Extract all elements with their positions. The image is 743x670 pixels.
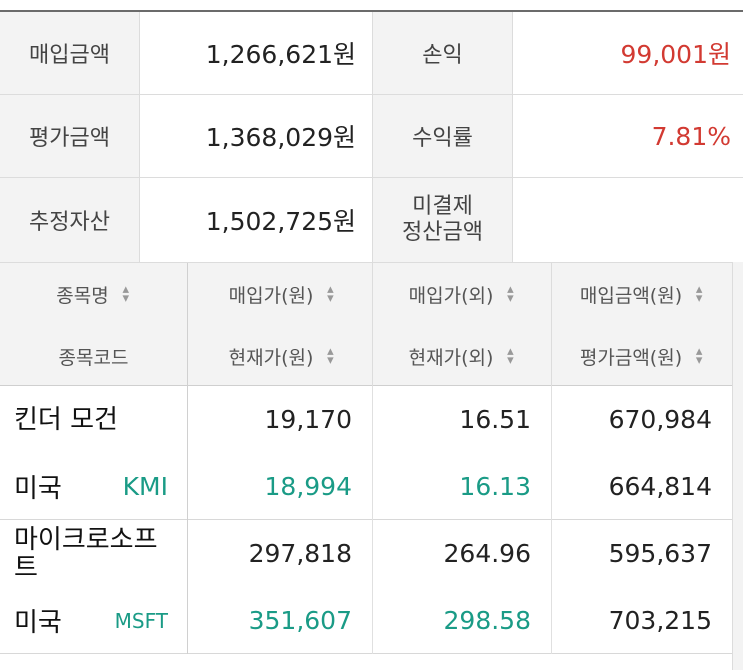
buy-amount: 670,984 bbox=[608, 405, 712, 434]
table-row[interactable]: 킨더 모건 미국 KMI 19,170 18,994 16.51 16.13 6… bbox=[0, 386, 743, 520]
horizontal-scroll-edge[interactable] bbox=[732, 262, 743, 670]
column-divider bbox=[551, 263, 552, 387]
sort-arrows-icon[interactable]: ▴ ▾ bbox=[507, 282, 514, 306]
return-label: 수익률 bbox=[373, 95, 512, 177]
column-header-buy-price-fx[interactable]: 매입가(외) ▴ ▾ bbox=[373, 263, 551, 325]
profit-label: 손익 bbox=[373, 12, 512, 94]
unsettled-value bbox=[512, 178, 743, 262]
buy-price-fx: 16.51 bbox=[459, 405, 531, 434]
column-divider bbox=[551, 386, 552, 654]
holdings-table-header: 종목명 ▴ ▾ 종목코드 매입가(원) ▴ ▾ 현재가(원) ▴ ▾ 매입가(외) ▴… bbox=[0, 262, 743, 387]
table-row[interactable]: 마이크로소프트 미국 MSFT 297,818 351,607 264.96 2… bbox=[0, 520, 743, 654]
column-divider bbox=[372, 263, 373, 387]
sort-arrows-icon[interactable]: ▴ ▾ bbox=[507, 344, 514, 368]
sort-arrows-icon[interactable]: ▴ ▾ bbox=[327, 344, 334, 368]
stock-name[interactable]: 킨더 모건 bbox=[14, 404, 118, 435]
buy-price-krw: 19,170 bbox=[264, 405, 352, 434]
column-header-buy-amount[interactable]: 매입금액(원) ▴ ▾ bbox=[552, 263, 732, 325]
cur-price-krw: 18,994 bbox=[264, 472, 352, 501]
est-assets-value: 1,502,725원 bbox=[139, 178, 373, 262]
column-buy-amount-label: 매입금액(원) bbox=[579, 284, 683, 307]
sort-arrows-icon[interactable]: ▴ ▾ bbox=[327, 282, 334, 306]
column-cur-price-krw-label: 현재가(원) bbox=[228, 346, 314, 369]
buy-amount: 595,637 bbox=[608, 539, 712, 568]
unsettled-label-line2: 정산금액 bbox=[402, 220, 483, 245]
purchase-amount-label: 매입금액 bbox=[0, 12, 139, 94]
column-buy-price-fx-label: 매입가(외) bbox=[408, 284, 494, 307]
unsettled-label: 미결제 정산금액 bbox=[373, 178, 512, 262]
return-value: 7.81% bbox=[512, 95, 743, 177]
stock-name[interactable]: 마이크로소프트 bbox=[14, 524, 158, 583]
column-header-buy-price-krw[interactable]: 매입가(원) ▴ ▾ bbox=[192, 263, 372, 325]
purchase-amount-value: 1,266,621원 bbox=[139, 12, 373, 94]
stock-code: MSFT bbox=[114, 608, 168, 633]
eval-amount: 703,215 bbox=[608, 606, 712, 635]
summary-row-purchase: 매입금액 1,266,621원 손익 99,001원 bbox=[0, 12, 743, 95]
summary-row-assets: 추정자산 1,502,725원 미결제 정산금액 bbox=[0, 178, 743, 262]
stock-code: KMI bbox=[122, 472, 168, 501]
sort-arrows-icon[interactable]: ▴ ▾ bbox=[695, 344, 703, 368]
sort-arrows-icon[interactable]: ▴ ▾ bbox=[122, 282, 129, 306]
column-header-eval-amount[interactable]: 평가금액(원) ▴ ▾ bbox=[552, 325, 732, 387]
sort-arrows-icon[interactable]: ▴ ▾ bbox=[695, 282, 703, 306]
column-buy-price-krw-label: 매입가(원) bbox=[228, 284, 314, 307]
cur-price-fx: 298.58 bbox=[443, 606, 531, 635]
eval-amount-value: 1,368,029원 bbox=[139, 95, 373, 177]
cur-price-krw: 351,607 bbox=[248, 606, 352, 635]
column-header-code[interactable]: 종목코드 bbox=[0, 325, 187, 387]
buy-price-krw: 297,818 bbox=[248, 539, 352, 568]
column-header-cur-price-fx[interactable]: 현재가(외) ▴ ▾ bbox=[373, 325, 551, 387]
eval-amount-label: 평가금액 bbox=[0, 95, 139, 177]
stock-country: 미국 bbox=[14, 608, 62, 638]
cur-price-fx: 16.13 bbox=[459, 472, 531, 501]
column-header-name[interactable]: 종목명 ▴ ▾ bbox=[0, 263, 187, 325]
top-divider bbox=[0, 0, 743, 12]
column-code-label: 종목코드 bbox=[58, 346, 129, 369]
column-eval-amount-label: 평가금액(원) bbox=[579, 346, 683, 369]
buy-price-fx: 264.96 bbox=[443, 539, 531, 568]
est-assets-label: 추정자산 bbox=[0, 178, 139, 262]
stock-country: 미국 bbox=[14, 474, 62, 504]
column-divider bbox=[187, 386, 188, 654]
profit-value: 99,001원 bbox=[512, 12, 743, 94]
column-name-label: 종목명 bbox=[56, 284, 109, 307]
column-divider bbox=[372, 386, 373, 654]
column-header-cur-price-krw[interactable]: 현재가(원) ▴ ▾ bbox=[192, 325, 372, 387]
eval-amount: 664,814 bbox=[608, 472, 712, 501]
column-divider bbox=[187, 263, 188, 387]
summary-row-eval: 평가금액 1,368,029원 수익률 7.81% bbox=[0, 95, 743, 178]
column-cur-price-fx-label: 현재가(외) bbox=[408, 346, 494, 369]
unsettled-label-line1: 미결제 bbox=[412, 194, 473, 219]
